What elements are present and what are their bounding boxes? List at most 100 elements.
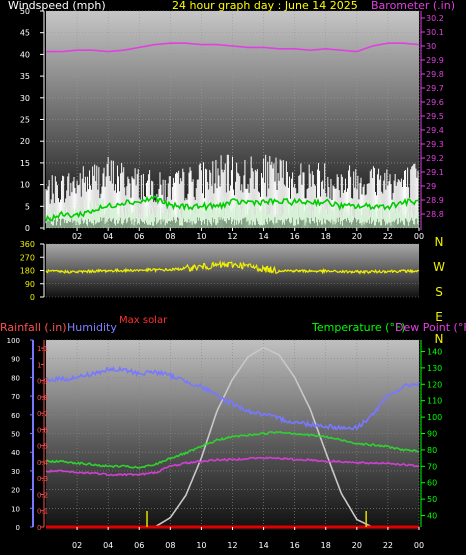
- direction-line: [45, 260, 419, 275]
- rain-tick-label: 0.9: [37, 378, 48, 386]
- rain-tick-label: 1.1: [37, 345, 48, 353]
- wind-y-tick-label: 15: [20, 159, 30, 168]
- wind-x-tick-label: 12: [227, 232, 237, 241]
- humidity-tick-label: 80: [11, 374, 20, 382]
- direction-y-tick-label: 270: [20, 253, 35, 262]
- windspeed-label: Windspeed (mph): [8, 0, 106, 12]
- wind-x-tick-label: 08: [165, 232, 175, 241]
- temperature-tick-label: 120: [427, 380, 442, 389]
- climate-x-tick-label: 10: [196, 541, 206, 550]
- rain-tick-label: 0.2: [37, 491, 48, 499]
- max-solar-curve: [154, 346, 373, 528]
- climate-x-tick-label: 02: [72, 541, 82, 550]
- rain-tick-label: 0.4: [37, 459, 49, 467]
- climate-x-tick-label: 04: [103, 541, 113, 550]
- direction-gridlines: [46, 243, 419, 298]
- humidity-tick-label: 90: [11, 356, 20, 364]
- climate-x-tick-label: 08: [165, 541, 175, 550]
- wind-y-tick-label: 5: [25, 202, 30, 211]
- temperature-tick-label: 130: [427, 364, 442, 373]
- wind-x-tick-label: 18: [321, 232, 331, 241]
- barometer-tick-label: 29.1: [426, 168, 444, 177]
- wind-x-tick-label: 10: [196, 232, 206, 241]
- max-solar-label: Max solar: [119, 315, 168, 326]
- climate-x-tick-label: 14: [258, 541, 268, 550]
- wind-y-tick-label: 10: [20, 181, 30, 190]
- barometer-tick-label: 29.4: [426, 126, 444, 135]
- wind-x-tick-label: 06: [134, 232, 144, 241]
- direction-y-tick-label: 90: [25, 280, 35, 289]
- wind-y-tick-label: 45: [20, 29, 30, 38]
- temperature-tick-label: 40: [427, 512, 437, 521]
- wind-x-tick-label: 04: [103, 232, 113, 241]
- rain-tick-label: 0.8: [37, 394, 48, 402]
- barometer-tick-label: 29.3: [426, 140, 444, 149]
- dewpoint-label: Dew Point (°F): [395, 321, 466, 334]
- compass-letter: W: [433, 260, 445, 274]
- rain-tick-label: 0.5: [37, 443, 48, 451]
- temperature-tick-label: 100: [427, 413, 442, 422]
- barometer-tick-label: 29.6: [426, 98, 444, 107]
- wind-average-line: [45, 195, 420, 222]
- barometer-tick-label: 29.5: [426, 112, 444, 121]
- direction-y-axis: 0 90 180 270 360: [20, 240, 45, 302]
- compass-letter: N: [435, 235, 444, 249]
- rain-tick-label: 0.6: [37, 426, 49, 434]
- climate-axes: 0 10 20 30 40 50 60 70 80 90 100 0 0.1 0.2 0.3 0.4 0.5 0.…: [7, 337, 443, 532]
- climate-x-tick-label: 06: [134, 541, 144, 550]
- wind-y-tick-label: 40: [20, 50, 30, 59]
- compass-letter: E: [435, 310, 443, 324]
- humidity-tick-label: 60: [11, 412, 20, 420]
- wind-y-tick-label: 50: [20, 7, 30, 16]
- humidity-tick-label: 20: [11, 487, 20, 495]
- humidity-line: [46, 365, 420, 431]
- barometer-tick-label: 29.9: [426, 56, 444, 65]
- climate-x-tick-label: 00: [414, 541, 424, 550]
- temperature-label: Temperature (°F): [311, 321, 406, 334]
- temperature-tick-label: 140: [427, 347, 442, 356]
- temperature-tick-label: 110: [427, 397, 442, 406]
- temperature-tick-label: 70: [427, 462, 437, 471]
- wind-x-tick-label: 00: [414, 232, 424, 241]
- wind-x-tick-label: 20: [352, 232, 362, 241]
- wind-y-tick-label: 35: [20, 72, 30, 81]
- barometer-tick-label: 29.2: [426, 154, 444, 163]
- wind-y-tick-label: 30: [20, 94, 30, 103]
- barometer-tick-label: 29: [426, 182, 436, 191]
- barometer-tick-label: 29.8: [426, 70, 444, 79]
- temperature-line: [45, 430, 420, 469]
- humidity-tick-label: 40: [11, 449, 20, 457]
- climate-x-tick-label: 18: [321, 541, 331, 550]
- wind-x-tick-label: 14: [258, 232, 268, 241]
- graph-title: 24 hour graph day : June 14 2025: [172, 0, 358, 12]
- barometer-tick-label: 29.7: [426, 84, 444, 93]
- barometer-tick-label: 30.2: [426, 14, 444, 23]
- humidity-tick-label: 50: [11, 431, 20, 439]
- humidity-tick-label: 100: [7, 337, 20, 345]
- barometer-tick-label: 30.1: [426, 28, 444, 37]
- humidity-label: Humidity: [67, 321, 117, 334]
- rain-tick-label: 0.7: [37, 410, 48, 418]
- wind-y-tick-label: 0: [25, 224, 30, 233]
- temperature-tick-label: 60: [427, 479, 437, 488]
- direction-series: [45, 260, 419, 275]
- direction-y-tick-label: 360: [20, 240, 35, 249]
- humidity-tick-label: 30: [11, 468, 20, 476]
- rain-tick-label: 0.3: [37, 475, 48, 483]
- barometer-tick-label: 28.9: [426, 196, 444, 205]
- barometer-y-axis: 28.8 28.9 29 29.1 29.2 29.3 29.4 29.5 29.6 29.7 29…: [420, 11, 444, 230]
- wind-y-axis: 0 5 10 15 20 25 30 35 40 45 50: [20, 7, 45, 233]
- wind-x-tick-label: 02: [72, 232, 82, 241]
- temperature-tick-label: 90: [427, 430, 437, 439]
- dewpoint-line: [45, 456, 420, 477]
- climate-x-tick-label: 22: [383, 541, 393, 550]
- compass-letter: S: [435, 285, 443, 299]
- wind-x-tick-label: 16: [290, 232, 300, 241]
- humidity-tick-label: 10: [11, 505, 20, 513]
- climate-x-tick-label: 16: [290, 541, 300, 550]
- wind-x-axis: 02 04 06 08 10 12 14 16 18 20 22 00: [72, 228, 424, 241]
- wind-series: [45, 42, 420, 228]
